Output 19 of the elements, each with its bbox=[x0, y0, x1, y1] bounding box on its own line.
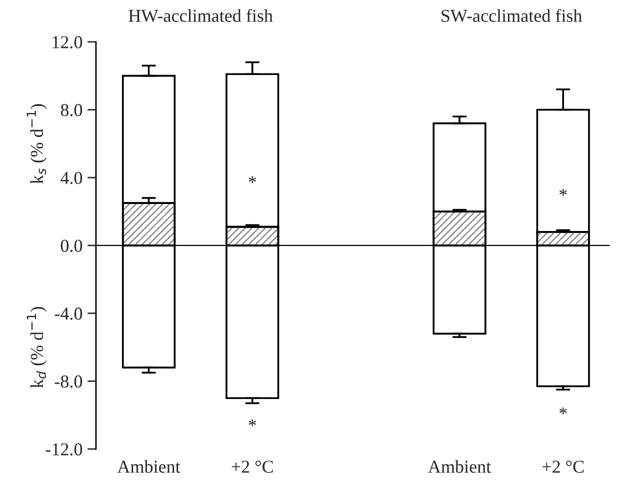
x-tick-label: +2 °C bbox=[542, 460, 584, 473]
annotation: * bbox=[248, 176, 256, 183]
text: k$_{d}$ (% d$^{−1}$) bbox=[26, 306, 47, 388]
x-tick-label: Ambient bbox=[117, 460, 180, 473]
text: SW-acclimated fish bbox=[442, 9, 582, 22]
y-tick-label: 4.0 bbox=[60, 172, 82, 184]
y-tick-label: 0.0 bbox=[60, 240, 82, 252]
y-tick-label: 12.0 bbox=[52, 36, 82, 48]
y-tick-label: -8.0 bbox=[54, 375, 82, 388]
y-tick-label: -12.0 bbox=[46, 443, 82, 456]
y-tick-label: -4.0 bbox=[54, 308, 82, 320]
x-tick-label: Ambient bbox=[428, 460, 492, 473]
text: HW-acclimated fish bbox=[128, 9, 273, 22]
annotation: * bbox=[559, 189, 567, 196]
y-tick-label: 8.0 bbox=[60, 104, 82, 116]
y-axis-title: k$_{s}$ (% d$^{−1}$) bbox=[26, 104, 47, 184]
annotation: * bbox=[248, 419, 256, 426]
x-tick-label: +2 °C bbox=[232, 460, 273, 473]
annotation: * bbox=[559, 408, 567, 414]
